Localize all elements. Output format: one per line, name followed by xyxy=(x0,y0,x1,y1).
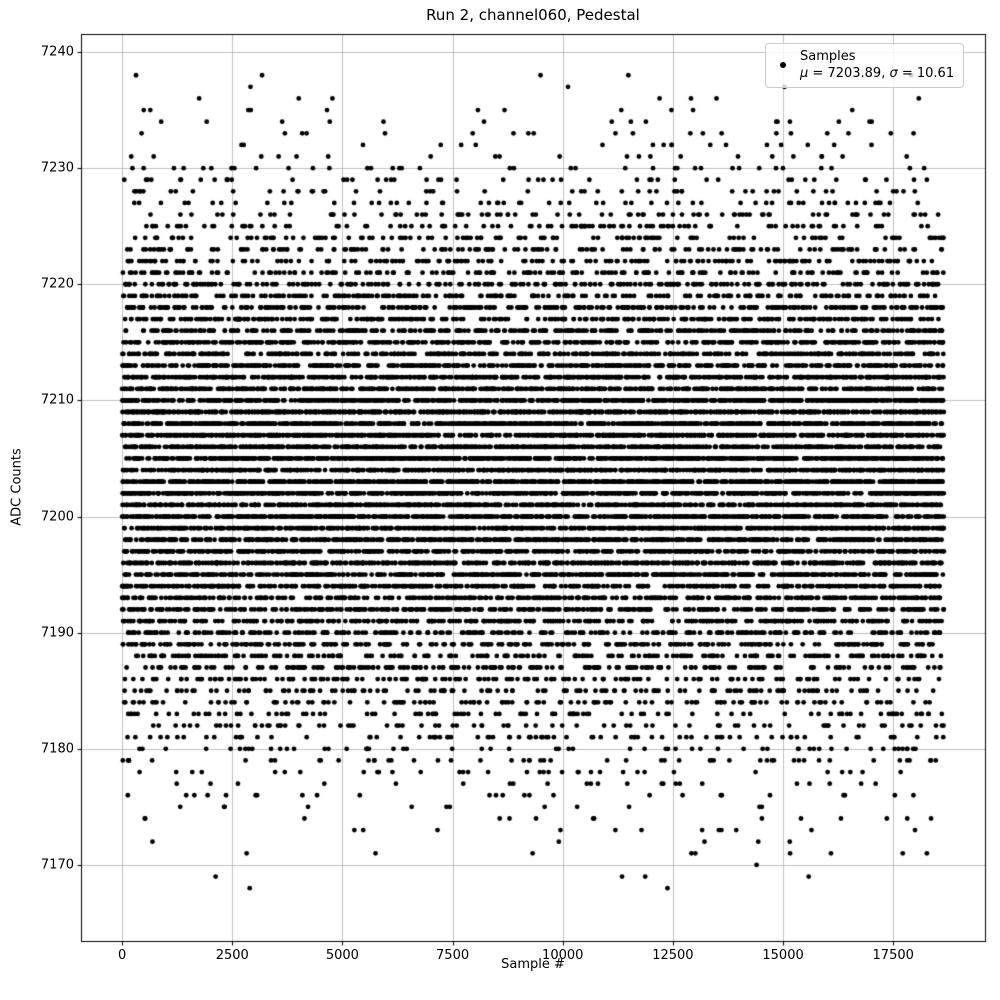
mu-symbol: μ xyxy=(800,66,809,81)
sigma-symbol: σ xyxy=(889,66,898,81)
y-tick-label: 7200 xyxy=(40,509,74,525)
x-tick-label: 12500 xyxy=(652,948,694,963)
legend-text: Samples μ = 7203.89, σ = 10.61 xyxy=(800,48,954,82)
y-tick-label: 7240 xyxy=(40,44,74,60)
sigma-value: = 10.61 xyxy=(897,66,955,81)
x-tick-label: 5000 xyxy=(325,948,359,963)
x-axis-label: Sample # xyxy=(501,957,565,972)
y-tick-label: 7220 xyxy=(40,276,74,292)
x-tick-label: 17500 xyxy=(872,948,914,963)
mu-value: = 7203.89, xyxy=(808,66,890,81)
y-tick-label: 7190 xyxy=(40,625,74,641)
x-tick-label: 0 xyxy=(117,948,127,963)
x-tick-label: 15000 xyxy=(762,948,804,963)
legend-handle xyxy=(766,62,800,68)
legend: Samples μ = 7203.89, σ = 10.61 xyxy=(765,43,965,88)
chart-title: Run 2, channel060, Pedestal xyxy=(426,6,640,24)
x-tick-label: 10000 xyxy=(542,948,584,963)
x-tick-label: 2500 xyxy=(215,948,249,963)
legend-entry-samples: Samples xyxy=(800,49,856,64)
y-tick-label: 7230 xyxy=(40,160,74,176)
y-tick-label: 7210 xyxy=(40,392,74,408)
x-tick-label: 7500 xyxy=(436,948,470,963)
y-tick-label: 7180 xyxy=(40,741,74,757)
sample-marker-icon xyxy=(780,62,786,68)
legend-entry-stats: μ = 7203.89, σ = 10.61 xyxy=(800,65,954,82)
y-tick-label: 7170 xyxy=(40,857,74,873)
